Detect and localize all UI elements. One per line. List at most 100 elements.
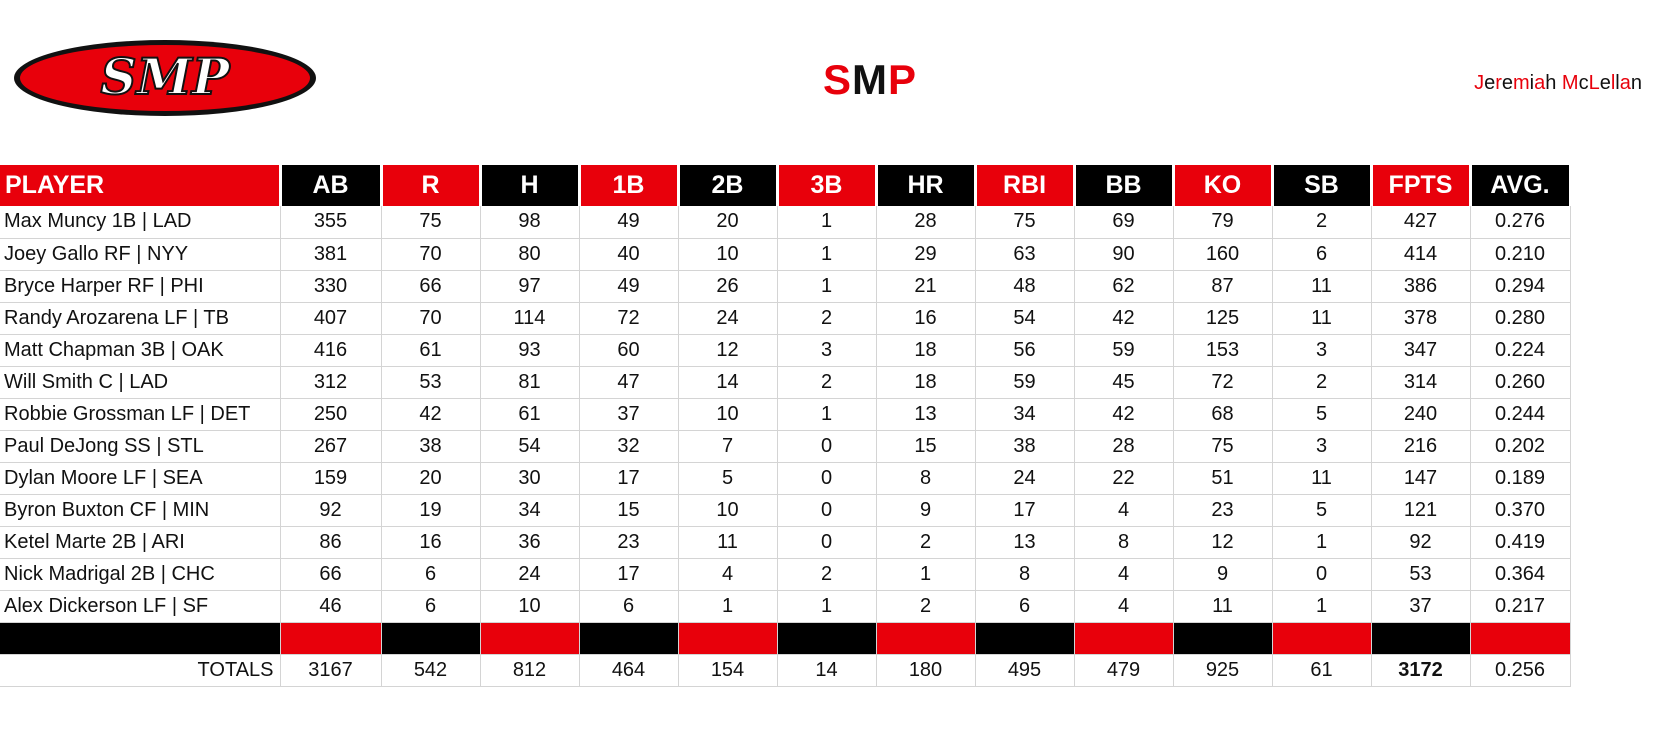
stat-cell: 4 [678,558,778,591]
stat-cell: 378 [1371,302,1471,335]
stat-cell: 62 [1074,270,1174,303]
page-title: SMP [822,56,918,103]
stat-cell: 6 [1272,238,1372,271]
stat-cell: 49 [579,206,679,239]
stat-cell: 28 [1074,430,1174,463]
stat-cell: 5 [1272,398,1372,431]
stat-cell: 15 [579,494,679,527]
stat-cell: 114 [480,302,580,335]
stat-cell: 24 [480,558,580,591]
stat-cell: 125 [1173,302,1273,335]
table-row: Alex Dickerson LF | SF 46 6 10 6 1 1 2 6 4 11 1 37 0.… [0,590,1571,623]
stat-cell: 26 [678,270,778,303]
stripe-cell [381,622,481,655]
stat-cell: 53 [1371,558,1471,591]
stat-cell: 314 [1371,366,1471,399]
table-row: Bryce Harper RF | PHI 330 66 97 49 26 1 21 48 62 8… [0,270,1571,303]
stats-table: PLAYER AB R H 1B 2B 3B HR RBI BB KO SB FPTS AVG. Max … [0,165,1572,687]
total-cell: 812 [480,654,580,687]
total-cell: 495 [975,654,1075,687]
stat-cell: 2 [777,302,877,335]
stat-cell: 45 [1074,366,1174,399]
stat-cell: 1 [1272,590,1372,623]
stat-cell: 5 [678,462,778,495]
stat-cell: 267 [280,430,382,463]
stat-cell: 17 [975,494,1075,527]
stat-cell: 3 [777,334,877,367]
column-header: KO [1173,165,1274,206]
stat-cell: 0.189 [1470,462,1571,495]
stripe-cell [480,622,580,655]
stat-cell: 0.370 [1470,494,1571,527]
stat-cell: 7 [678,430,778,463]
player-cell: Max Muncy 1B | LAD [0,206,281,239]
stat-cell: 121 [1371,494,1471,527]
header-row: PLAYER AB R H 1B 2B 3B HR RBI BB KO SB FPTS AVG. [0,165,1572,206]
divider-stripe [0,622,1571,655]
stat-cell: 59 [975,366,1075,399]
stat-cell: 15 [876,430,976,463]
stat-cell: 60 [579,334,679,367]
stat-cell: 86 [280,526,382,559]
stat-cell: 0.276 [1470,206,1571,239]
player-cell: Robbie Grossman LF | DET [0,398,281,431]
stat-cell: 54 [975,302,1075,335]
stat-cell: 61 [480,398,580,431]
stat-cell: 54 [480,430,580,463]
table-row: Randy Arozarena LF | TB 407 70 114 72 24 2 16 54… [0,302,1571,335]
stat-cell: 0.260 [1470,366,1571,399]
stat-cell: 10 [480,590,580,623]
player-cell: Joey Gallo RF | NYY [0,238,281,271]
stat-cell: 355 [280,206,382,239]
stat-cell: 9 [876,494,976,527]
stat-cell: 2 [1272,206,1372,239]
stat-cell: 2 [876,590,976,623]
stat-cell: 10 [678,494,778,527]
total-cell: 464 [579,654,679,687]
stat-cell: 2 [876,526,976,559]
stat-cell: 147 [1371,462,1471,495]
stat-cell: 20 [381,462,481,495]
column-header: 3B [777,165,878,206]
table-row: Dylan Moore LF | SEA 159 20 30 17 5 0 8 24 22 51 11… [0,462,1571,495]
stat-cell: 51 [1173,462,1273,495]
stat-cell: 42 [1074,302,1174,335]
table-row: Matt Chapman 3B | OAK 416 61 93 60 12 3 18 56 59 1… [0,334,1571,367]
stat-cell: 23 [579,526,679,559]
player-cell: Nick Madrigal 2B | CHC [0,558,281,591]
stripe-cell [280,622,382,655]
stat-cell: 0.224 [1470,334,1571,367]
stat-cell: 36 [480,526,580,559]
stat-cell: 92 [280,494,382,527]
stat-cell: 17 [579,462,679,495]
stat-cell: 160 [1173,238,1273,271]
stat-cell: 16 [876,302,976,335]
stat-cell: 6 [381,558,481,591]
stat-cell: 0 [777,494,877,527]
total-cell: 925 [1173,654,1273,687]
stripe-cell [777,622,877,655]
stat-cell: 53 [381,366,481,399]
stat-cell: 49 [579,270,679,303]
stat-cell: 11 [1272,270,1372,303]
table-row: Max Muncy 1B | LAD 355 75 98 49 20 1 28 75 69 79 2 4… [0,206,1571,239]
stat-cell: 4 [1074,590,1174,623]
column-header: BB [1074,165,1175,206]
stat-cell: 87 [1173,270,1273,303]
stat-cell: 0 [777,462,877,495]
table-row: Nick Madrigal 2B | CHC 66 6 24 17 4 2 1 8 4 9 0 53 0.… [0,558,1571,591]
stat-cell: 80 [480,238,580,271]
stat-cell: 153 [1173,334,1273,367]
table-row: Ketel Marte 2B | ARI 86 16 36 23 11 0 2 13 8 12 1 92… [0,526,1571,559]
stat-cell: 159 [280,462,382,495]
stat-cell: 1 [678,590,778,623]
stat-cell: 32 [579,430,679,463]
total-cell: 3167 [280,654,382,687]
stat-cell: 1 [1272,526,1372,559]
stat-cell: 38 [381,430,481,463]
stat-cell: 10 [678,238,778,271]
stat-cell: 11 [1272,302,1372,335]
stat-cell: 70 [381,302,481,335]
player-cell: Randy Arozarena LF | TB [0,302,281,335]
stat-cell: 72 [579,302,679,335]
